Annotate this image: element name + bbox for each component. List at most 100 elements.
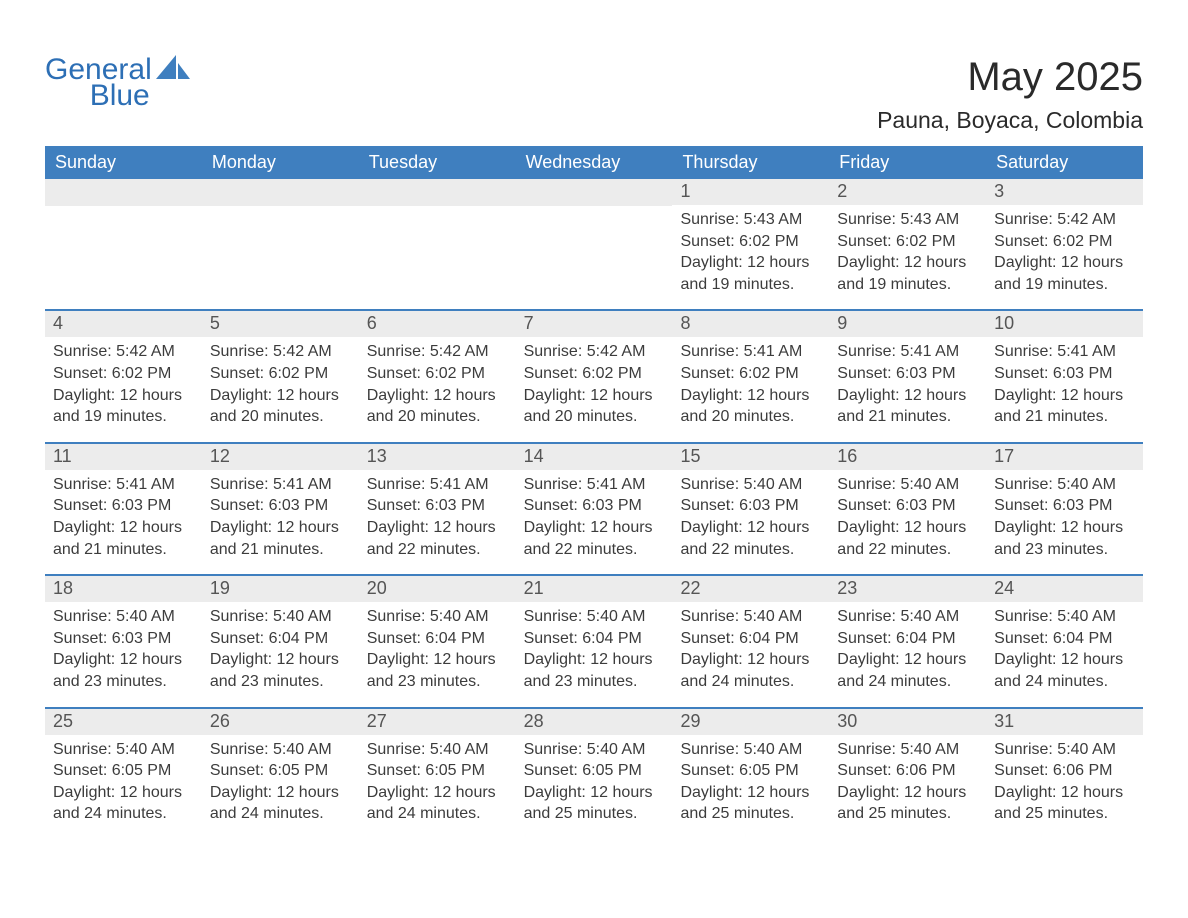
calendar-day: 17Sunrise: 5:40 AMSunset: 6:03 PMDayligh… bbox=[986, 444, 1143, 574]
sunset-line: Sunset: 6:03 PM bbox=[837, 495, 978, 517]
calendar-day: 27Sunrise: 5:40 AMSunset: 6:05 PMDayligh… bbox=[359, 709, 516, 839]
day-number: 10 bbox=[986, 311, 1143, 337]
logo: General Blue bbox=[45, 55, 190, 111]
day-number: 26 bbox=[202, 709, 359, 735]
sunrise-line: Sunrise: 5:40 AM bbox=[210, 606, 351, 628]
calendar-day: 4Sunrise: 5:42 AMSunset: 6:02 PMDaylight… bbox=[45, 311, 202, 441]
calendar-day: 26Sunrise: 5:40 AMSunset: 6:05 PMDayligh… bbox=[202, 709, 359, 839]
day-number: 16 bbox=[829, 444, 986, 470]
calendar-day bbox=[359, 179, 516, 309]
weekday-header-row: SundayMondayTuesdayWednesdayThursdayFrid… bbox=[45, 146, 1143, 179]
header: General Blue May 2025 Pauna, Boyaca, Col… bbox=[45, 55, 1143, 134]
day-details: Sunrise: 5:41 AMSunset: 6:03 PMDaylight:… bbox=[202, 470, 359, 560]
daylight-line: Daylight: 12 hours and 25 minutes. bbox=[994, 782, 1135, 825]
day-number: 29 bbox=[672, 709, 829, 735]
calendar-day: 19Sunrise: 5:40 AMSunset: 6:04 PMDayligh… bbox=[202, 576, 359, 706]
calendar-day: 2Sunrise: 5:43 AMSunset: 6:02 PMDaylight… bbox=[829, 179, 986, 309]
day-details: Sunrise: 5:42 AMSunset: 6:02 PMDaylight:… bbox=[359, 337, 516, 427]
calendar-day: 20Sunrise: 5:40 AMSunset: 6:04 PMDayligh… bbox=[359, 576, 516, 706]
day-number: 18 bbox=[45, 576, 202, 602]
sunset-line: Sunset: 6:03 PM bbox=[53, 628, 194, 650]
day-number: 6 bbox=[359, 311, 516, 337]
day-details: Sunrise: 5:40 AMSunset: 6:05 PMDaylight:… bbox=[672, 735, 829, 825]
daylight-line: Daylight: 12 hours and 22 minutes. bbox=[680, 517, 821, 560]
sunrise-line: Sunrise: 5:40 AM bbox=[680, 606, 821, 628]
sunset-line: Sunset: 6:04 PM bbox=[994, 628, 1135, 650]
sunrise-line: Sunrise: 5:41 AM bbox=[524, 474, 665, 496]
calendar-week: 18Sunrise: 5:40 AMSunset: 6:03 PMDayligh… bbox=[45, 574, 1143, 706]
day-details: Sunrise: 5:42 AMSunset: 6:02 PMDaylight:… bbox=[202, 337, 359, 427]
sunset-line: Sunset: 6:02 PM bbox=[837, 231, 978, 253]
sunset-line: Sunset: 6:02 PM bbox=[53, 363, 194, 385]
sunset-line: Sunset: 6:02 PM bbox=[680, 231, 821, 253]
calendar-day bbox=[516, 179, 673, 309]
day-details: Sunrise: 5:41 AMSunset: 6:03 PMDaylight:… bbox=[986, 337, 1143, 427]
day-number bbox=[45, 179, 202, 206]
calendar: SundayMondayTuesdayWednesdayThursdayFrid… bbox=[45, 146, 1143, 839]
day-number: 12 bbox=[202, 444, 359, 470]
sunrise-line: Sunrise: 5:41 AM bbox=[210, 474, 351, 496]
calendar-day bbox=[45, 179, 202, 309]
day-details: Sunrise: 5:41 AMSunset: 6:03 PMDaylight:… bbox=[45, 470, 202, 560]
calendar-day: 6Sunrise: 5:42 AMSunset: 6:02 PMDaylight… bbox=[359, 311, 516, 441]
sunset-line: Sunset: 6:03 PM bbox=[367, 495, 508, 517]
day-number: 23 bbox=[829, 576, 986, 602]
sunrise-line: Sunrise: 5:42 AM bbox=[367, 341, 508, 363]
sunrise-line: Sunrise: 5:40 AM bbox=[837, 606, 978, 628]
sunset-line: Sunset: 6:04 PM bbox=[680, 628, 821, 650]
day-details: Sunrise: 5:40 AMSunset: 6:03 PMDaylight:… bbox=[45, 602, 202, 692]
day-details: Sunrise: 5:41 AMSunset: 6:03 PMDaylight:… bbox=[829, 337, 986, 427]
daylight-line: Daylight: 12 hours and 24 minutes. bbox=[994, 649, 1135, 692]
sunrise-line: Sunrise: 5:40 AM bbox=[837, 474, 978, 496]
day-number: 13 bbox=[359, 444, 516, 470]
sunset-line: Sunset: 6:03 PM bbox=[524, 495, 665, 517]
sunset-line: Sunset: 6:03 PM bbox=[210, 495, 351, 517]
calendar-day: 5Sunrise: 5:42 AMSunset: 6:02 PMDaylight… bbox=[202, 311, 359, 441]
daylight-line: Daylight: 12 hours and 25 minutes. bbox=[837, 782, 978, 825]
day-number: 19 bbox=[202, 576, 359, 602]
sunrise-line: Sunrise: 5:40 AM bbox=[524, 606, 665, 628]
sunset-line: Sunset: 6:02 PM bbox=[210, 363, 351, 385]
weekday-header: Monday bbox=[202, 146, 359, 179]
sunrise-line: Sunrise: 5:40 AM bbox=[680, 739, 821, 761]
daylight-line: Daylight: 12 hours and 19 minutes. bbox=[53, 385, 194, 428]
day-details: Sunrise: 5:40 AMSunset: 6:04 PMDaylight:… bbox=[672, 602, 829, 692]
day-details: Sunrise: 5:42 AMSunset: 6:02 PMDaylight:… bbox=[45, 337, 202, 427]
location: Pauna, Boyaca, Colombia bbox=[877, 107, 1143, 134]
sunset-line: Sunset: 6:04 PM bbox=[837, 628, 978, 650]
weekday-header: Sunday bbox=[45, 146, 202, 179]
day-details: Sunrise: 5:41 AMSunset: 6:02 PMDaylight:… bbox=[672, 337, 829, 427]
calendar-day: 22Sunrise: 5:40 AMSunset: 6:04 PMDayligh… bbox=[672, 576, 829, 706]
sunrise-line: Sunrise: 5:40 AM bbox=[680, 474, 821, 496]
day-details: Sunrise: 5:40 AMSunset: 6:04 PMDaylight:… bbox=[829, 602, 986, 692]
weekday-header: Thursday bbox=[672, 146, 829, 179]
sunset-line: Sunset: 6:03 PM bbox=[994, 363, 1135, 385]
sunset-line: Sunset: 6:06 PM bbox=[837, 760, 978, 782]
calendar-day: 3Sunrise: 5:42 AMSunset: 6:02 PMDaylight… bbox=[986, 179, 1143, 309]
sunset-line: Sunset: 6:05 PM bbox=[210, 760, 351, 782]
day-number: 7 bbox=[516, 311, 673, 337]
daylight-line: Daylight: 12 hours and 21 minutes. bbox=[994, 385, 1135, 428]
sunset-line: Sunset: 6:04 PM bbox=[524, 628, 665, 650]
sunrise-line: Sunrise: 5:42 AM bbox=[524, 341, 665, 363]
sunrise-line: Sunrise: 5:40 AM bbox=[994, 739, 1135, 761]
month-title: May 2025 bbox=[877, 55, 1143, 99]
day-number bbox=[516, 179, 673, 206]
daylight-line: Daylight: 12 hours and 24 minutes. bbox=[837, 649, 978, 692]
sunset-line: Sunset: 6:04 PM bbox=[367, 628, 508, 650]
calendar-day: 13Sunrise: 5:41 AMSunset: 6:03 PMDayligh… bbox=[359, 444, 516, 574]
weekday-header: Friday bbox=[829, 146, 986, 179]
daylight-line: Daylight: 12 hours and 24 minutes. bbox=[53, 782, 194, 825]
day-number: 15 bbox=[672, 444, 829, 470]
calendar-week: 25Sunrise: 5:40 AMSunset: 6:05 PMDayligh… bbox=[45, 707, 1143, 839]
calendar-weeks: 1Sunrise: 5:43 AMSunset: 6:02 PMDaylight… bbox=[45, 179, 1143, 839]
day-number: 3 bbox=[986, 179, 1143, 205]
daylight-line: Daylight: 12 hours and 24 minutes. bbox=[210, 782, 351, 825]
sunset-line: Sunset: 6:05 PM bbox=[367, 760, 508, 782]
sunset-line: Sunset: 6:02 PM bbox=[367, 363, 508, 385]
day-details: Sunrise: 5:40 AMSunset: 6:06 PMDaylight:… bbox=[829, 735, 986, 825]
day-details: Sunrise: 5:40 AMSunset: 6:05 PMDaylight:… bbox=[202, 735, 359, 825]
sunrise-line: Sunrise: 5:42 AM bbox=[994, 209, 1135, 231]
day-number: 30 bbox=[829, 709, 986, 735]
daylight-line: Daylight: 12 hours and 19 minutes. bbox=[837, 252, 978, 295]
